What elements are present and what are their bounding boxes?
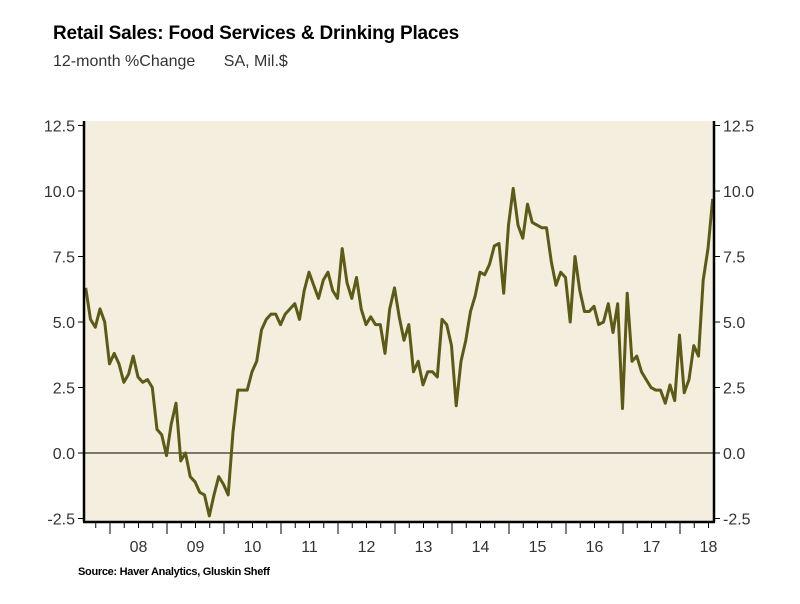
y-tick-label-left: -2.5 — [47, 512, 75, 529]
y-tick-label-left: 10.0 — [44, 184, 75, 201]
subtitle-units: SA, Mil.$ — [223, 53, 288, 70]
y-tick-label-left: 0.0 — [53, 446, 75, 463]
y-tick-label-right: 5.0 — [723, 315, 745, 332]
x-tick-label: 09 — [187, 539, 205, 556]
y-tick-label-right: 0.0 — [723, 446, 745, 463]
chart-title: Retail Sales: Food Services & Drinking P… — [53, 23, 459, 44]
y-tick-label-right: -2.5 — [723, 512, 751, 529]
x-tick-label: 14 — [472, 539, 490, 556]
x-tick-label: 16 — [586, 539, 604, 556]
y-tick-label-right: 12.5 — [723, 119, 754, 136]
y-tick-label-right: 10.0 — [723, 184, 754, 201]
source-note: Source: Haver Analytics, Gluskin Sheff — [78, 566, 270, 578]
x-tick-label: 18 — [700, 539, 718, 556]
x-tick-label: 17 — [643, 539, 661, 556]
y-tick-label-left: 12.5 — [44, 119, 75, 136]
y-tick-label-left: 7.5 — [53, 250, 75, 267]
series-line — [84, 186, 715, 518]
y-tick-label-right: 7.5 — [723, 250, 745, 267]
chart-subtitle: 12-month %Change SA, Mil.$ — [53, 53, 288, 71]
y-tick-label-left: 5.0 — [53, 315, 75, 332]
x-tick-label: 13 — [415, 539, 433, 556]
y-tick-label-left: 2.5 — [53, 381, 75, 398]
x-tick-label: 15 — [529, 539, 547, 556]
y-tick-label-right: 2.5 — [723, 381, 745, 398]
x-tick-label: 08 — [130, 539, 148, 556]
subtitle-measure: 12-month %Change — [53, 53, 196, 70]
x-tick-label: 12 — [358, 539, 376, 556]
x-tick-label: 11 — [301, 539, 318, 556]
x-tick-label: 10 — [244, 539, 262, 556]
